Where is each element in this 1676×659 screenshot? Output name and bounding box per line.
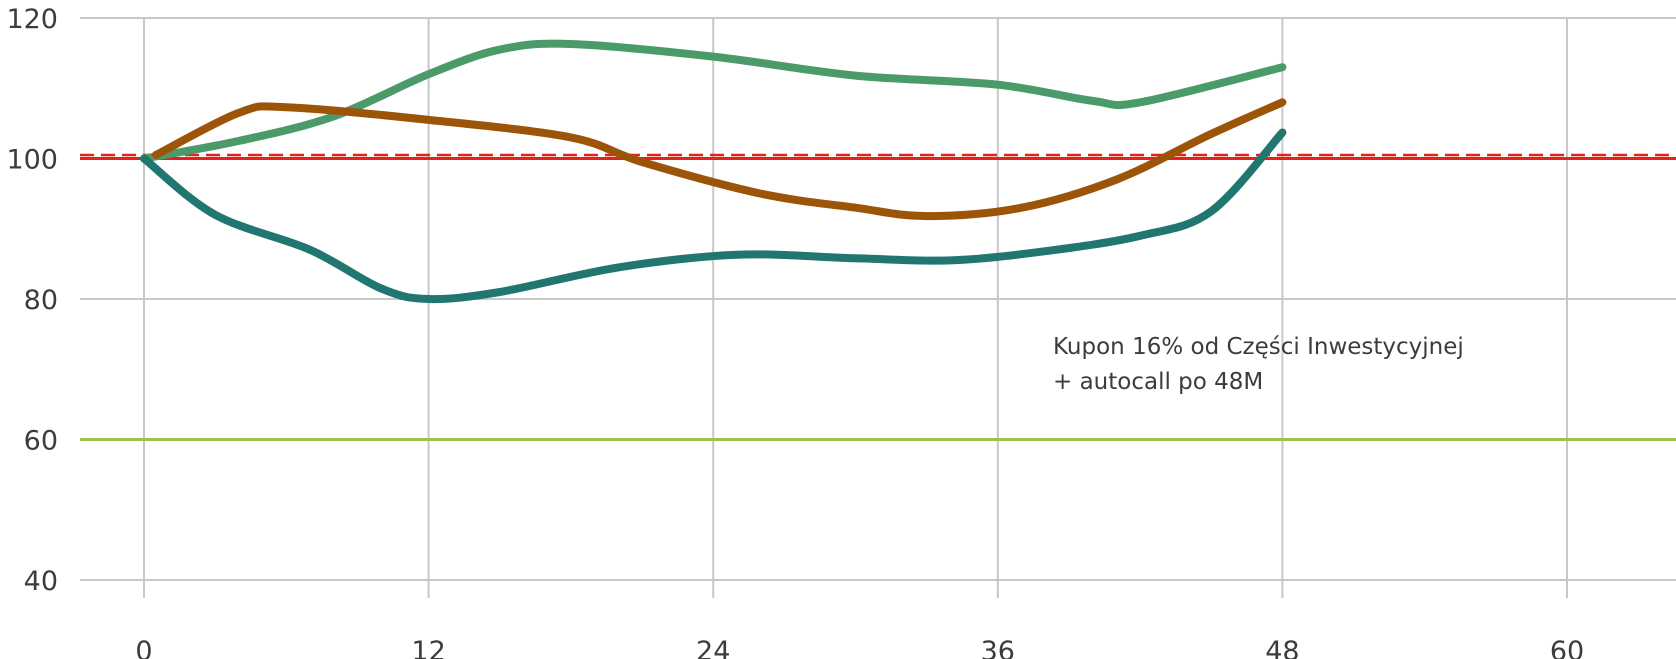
annotation-line-1: Kupon 16% od Części Inwestycyjnej	[1053, 334, 1464, 360]
x-tick-label-60: 60	[1550, 636, 1584, 659]
series-line-3	[140, 128, 1287, 304]
x-tick-label-48: 48	[1265, 636, 1299, 659]
x-tick-labels: 0 12 24 36 48 60	[135, 636, 1584, 659]
y-tick-label-80: 80	[24, 285, 58, 316]
series-lines	[140, 39, 1287, 304]
y-tick-label-120: 120	[6, 4, 58, 35]
series-line-2	[151, 98, 1287, 221]
series-line-1	[140, 39, 1287, 163]
y-tick-label-60: 60	[24, 426, 58, 457]
x-tick-label-24: 24	[696, 636, 730, 659]
reference-lines	[80, 153, 1676, 441]
x-tick-label-36: 36	[981, 636, 1015, 659]
x-tick-label-0: 0	[135, 636, 152, 659]
y-tick-label-40: 40	[24, 566, 58, 597]
y-tick-labels: 40 60 80 100 120	[6, 4, 58, 597]
x-tick-label-12: 12	[411, 636, 445, 659]
annotation-line-2: + autocall po 48M	[1053, 369, 1263, 395]
vertical-gridlines	[143, 18, 1568, 598]
y-tick-label-100: 100	[6, 145, 58, 176]
horizontal-gridlines	[80, 17, 1676, 581]
